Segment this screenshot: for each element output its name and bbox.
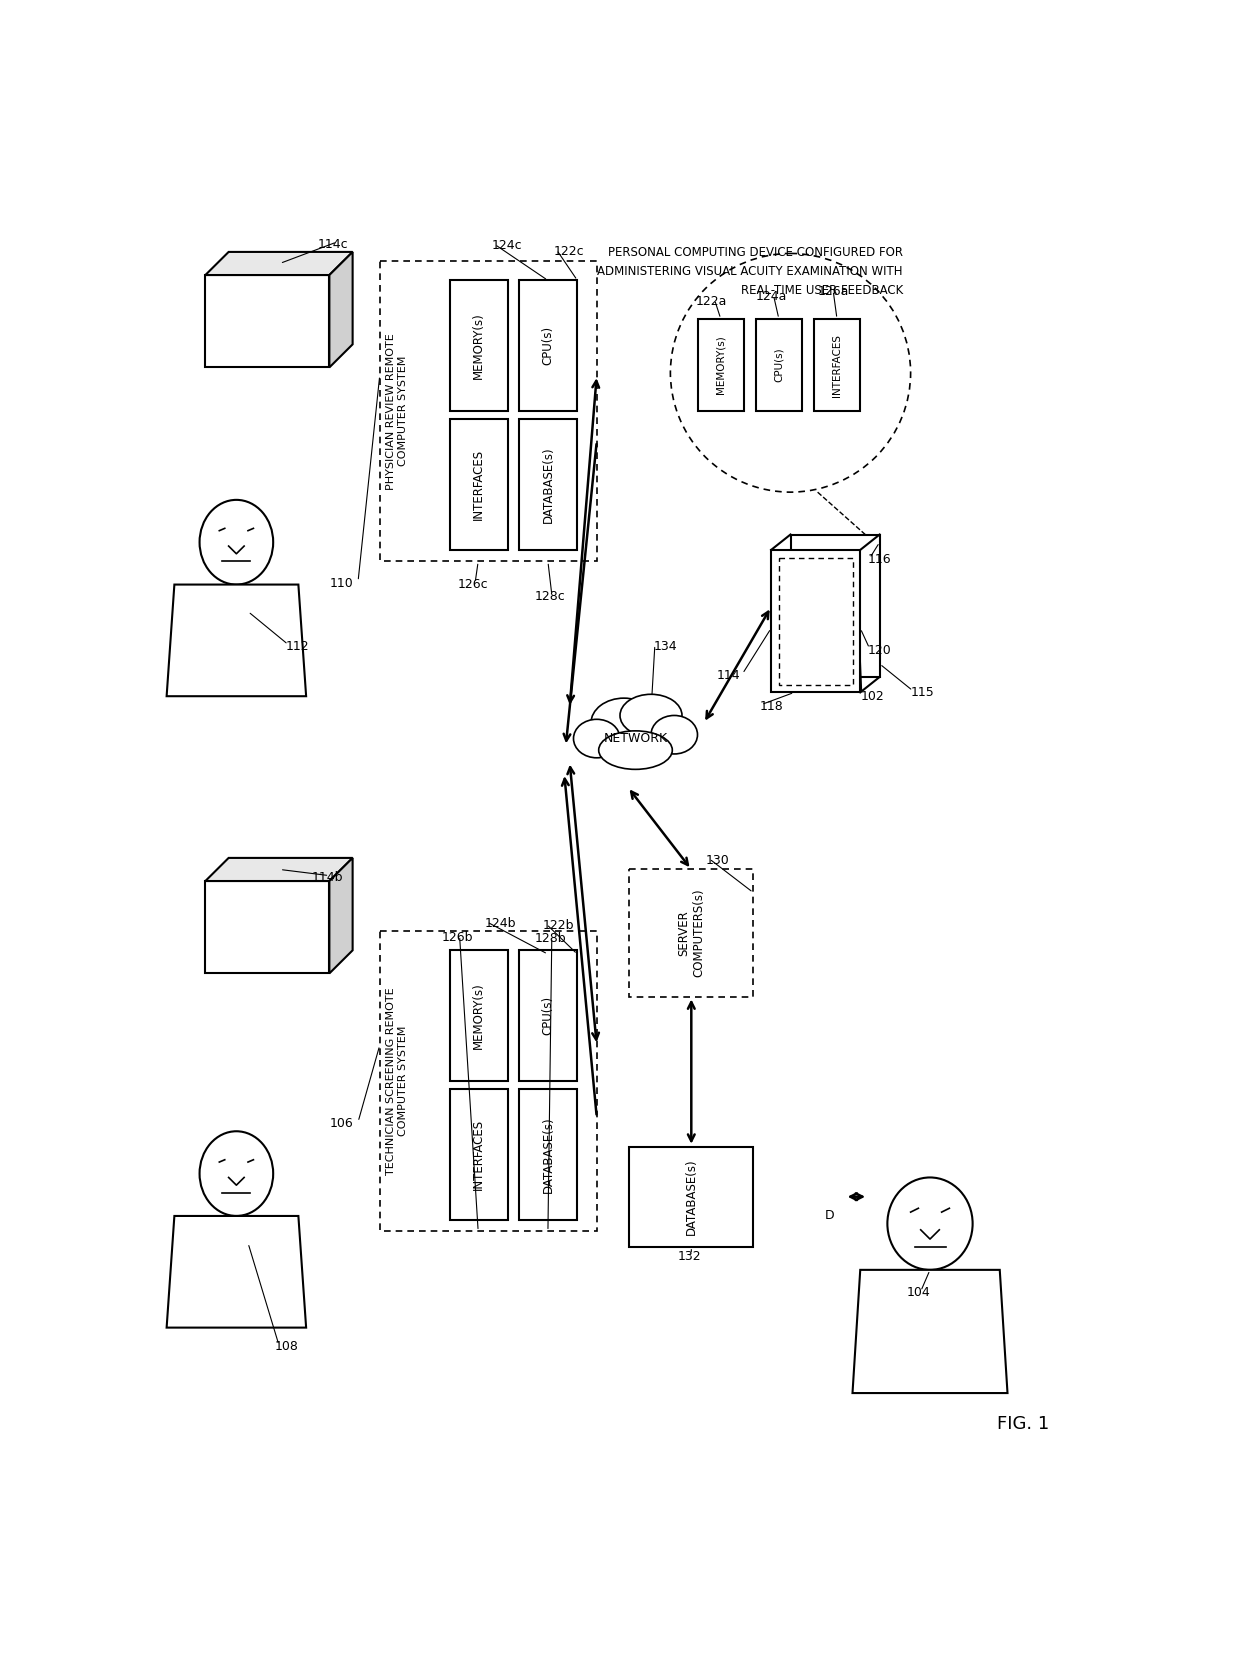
Text: CPU(s): CPU(s) [542,326,554,366]
Text: 102: 102 [861,690,884,703]
Text: DATABASE(s): DATABASE(s) [542,1116,554,1192]
Text: 114c: 114c [317,238,348,251]
Bar [449,419,507,550]
Polygon shape [853,1271,1007,1394]
Bar [449,1089,507,1219]
Polygon shape [206,881,330,973]
Bar [520,281,578,411]
Text: D: D [825,1209,835,1222]
Text: 124c: 124c [492,239,523,253]
Text: INTERFACES: INTERFACES [472,449,485,521]
Polygon shape [166,585,306,697]
Text: INTERFACES: INTERFACES [472,1119,485,1191]
Text: NETWORK: NETWORK [604,732,667,745]
Text: MEMORY(s): MEMORY(s) [472,313,485,379]
Text: CPU(s): CPU(s) [774,348,784,382]
Text: PHYSICIAN REVIEW REMOTE
COMPUTER SYSTEM: PHYSICIAN REVIEW REMOTE COMPUTER SYSTEM [386,333,408,489]
Text: 124b: 124b [485,916,516,930]
Text: FIG. 1: FIG. 1 [997,1415,1049,1434]
Bar [813,319,861,411]
Ellipse shape [888,1177,972,1271]
Ellipse shape [620,693,682,737]
Bar [449,281,507,411]
Polygon shape [166,1216,306,1327]
Text: 126c: 126c [458,579,489,590]
Ellipse shape [200,1131,273,1216]
Polygon shape [206,274,330,368]
Text: 114b: 114b [311,871,343,883]
Bar [520,419,578,550]
Text: SERVER
COMPUTERS(s): SERVER COMPUTERS(s) [677,888,706,978]
Polygon shape [330,251,352,368]
Bar [697,319,744,411]
Polygon shape [206,858,352,881]
Text: 126a: 126a [817,286,849,298]
Text: CPU(s): CPU(s) [542,996,554,1036]
Bar [520,950,578,1081]
Bar [379,261,596,562]
Text: MEMORY(s): MEMORY(s) [472,983,485,1049]
Polygon shape [791,534,879,677]
Polygon shape [330,858,352,973]
Text: 128b: 128b [534,933,567,945]
Bar [629,870,753,996]
Ellipse shape [573,720,620,758]
Bar [379,931,596,1231]
Text: 134: 134 [655,640,678,652]
Text: 118: 118 [759,700,784,713]
Bar [520,1089,578,1219]
Text: DATABASE(s): DATABASE(s) [542,446,554,522]
Text: 132: 132 [678,1251,702,1264]
Ellipse shape [200,501,273,585]
Text: 115: 115 [910,685,935,698]
Text: 120: 120 [868,644,892,657]
Text: 122b: 122b [543,920,574,933]
Text: 126b: 126b [441,931,472,943]
Text: 108: 108 [275,1340,299,1354]
Text: 110: 110 [330,577,353,589]
Text: 128c: 128c [534,590,565,602]
Bar [629,1147,753,1247]
Text: 124a: 124a [755,289,787,303]
Text: DATABASE(s): DATABASE(s) [684,1159,698,1236]
Ellipse shape [591,698,657,748]
Text: 104: 104 [906,1287,930,1299]
Text: 112: 112 [285,640,309,652]
Ellipse shape [651,715,697,753]
Bar [755,319,802,411]
Text: 130: 130 [706,853,729,866]
Polygon shape [771,550,861,692]
Text: 114: 114 [717,669,740,682]
Text: 116: 116 [868,554,892,567]
Text: 106: 106 [330,1118,353,1131]
Text: 122a: 122a [696,294,727,308]
Text: 122c: 122c [554,246,585,258]
Ellipse shape [599,730,672,770]
Text: MEMORY(s): MEMORY(s) [715,336,725,394]
Polygon shape [206,251,352,274]
Bar [449,950,507,1081]
Text: INTERFACES: INTERFACES [832,334,842,396]
Text: PERSONAL COMPUTING DEVICE CONFIGURED FOR
ADMINISTERING VISUAL ACUITY EXAMINATION: PERSONAL COMPUTING DEVICE CONFIGURED FOR… [598,246,903,296]
Text: TECHNICIAN SCREENING REMOTE
COMPUTER SYSTEM: TECHNICIAN SCREENING REMOTE COMPUTER SYS… [386,988,408,1176]
